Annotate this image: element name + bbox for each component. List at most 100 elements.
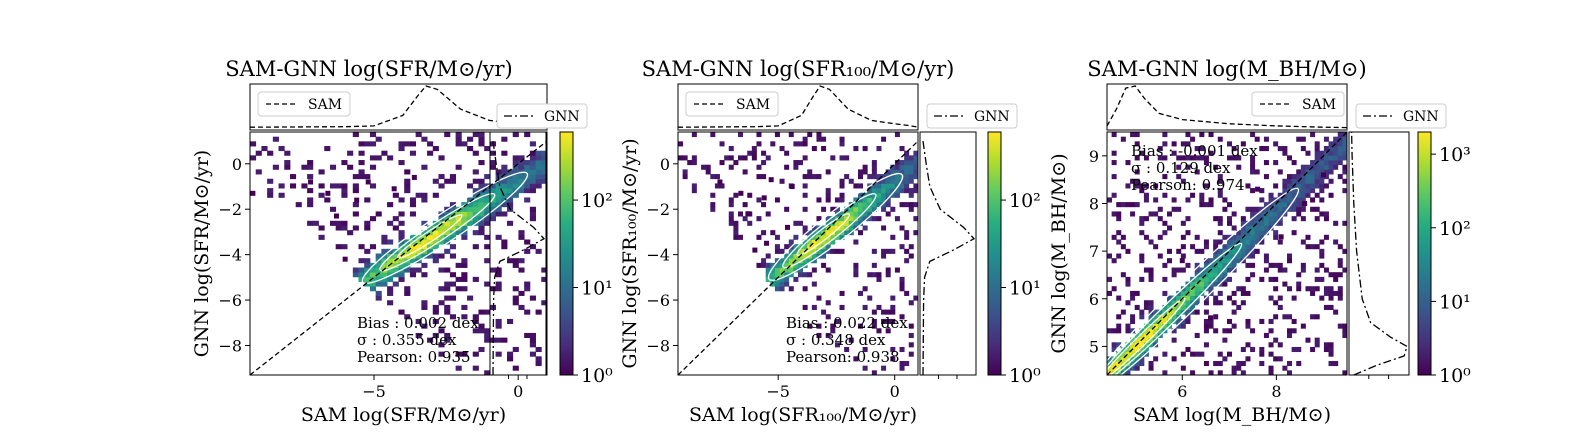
density-bin xyxy=(455,262,462,268)
density-bin xyxy=(329,206,337,212)
density-bin xyxy=(894,216,900,222)
density-bin xyxy=(770,141,776,147)
density-bin xyxy=(507,197,514,203)
density-bin xyxy=(409,150,417,156)
density-bin xyxy=(529,342,536,348)
density-bin xyxy=(1199,202,1205,208)
density-bin xyxy=(1203,300,1209,306)
density-bin xyxy=(1130,314,1136,320)
density-bin xyxy=(1291,174,1297,180)
density-bin xyxy=(1208,286,1214,292)
density-bin xyxy=(341,244,348,250)
density-bin xyxy=(1171,295,1177,301)
density-bin xyxy=(821,262,827,268)
density-bin xyxy=(890,318,896,324)
density-bin xyxy=(816,230,822,236)
density-bin xyxy=(392,192,399,198)
density-bin xyxy=(1300,178,1306,184)
density-bin xyxy=(885,197,891,203)
outlier-bin xyxy=(411,174,417,180)
density-contour xyxy=(361,171,529,285)
density-bin xyxy=(908,178,914,184)
density-bin xyxy=(1227,155,1233,161)
density-bin xyxy=(1240,216,1246,222)
density-bin xyxy=(1245,342,1251,348)
density-bin xyxy=(913,295,918,301)
density-bin xyxy=(1185,164,1191,170)
density-bin xyxy=(839,192,845,198)
density-bin xyxy=(432,239,439,245)
density-bin xyxy=(1328,346,1334,353)
density-bin xyxy=(1176,155,1182,161)
density-bin xyxy=(830,234,836,240)
density-bin xyxy=(1203,281,1209,287)
density-bin xyxy=(1328,146,1334,152)
density-bin xyxy=(1323,155,1329,161)
density-bin xyxy=(489,267,496,273)
density-bin xyxy=(821,309,827,315)
density-bin xyxy=(830,155,836,161)
density-bin xyxy=(830,239,836,245)
density-bin xyxy=(908,244,914,250)
density-bin xyxy=(728,146,734,152)
density-bin xyxy=(415,318,422,324)
density-bin xyxy=(409,211,417,217)
density-bin xyxy=(529,150,536,156)
density-bin xyxy=(871,192,877,198)
density-bin xyxy=(830,206,836,212)
density-bin xyxy=(1208,132,1214,138)
density-bin xyxy=(1319,262,1325,268)
density-bin xyxy=(507,169,514,175)
density-bin xyxy=(444,211,451,217)
outlier-bin xyxy=(342,256,348,262)
density-bin xyxy=(1222,267,1228,273)
density-bin xyxy=(1222,253,1228,259)
density-bin xyxy=(1240,253,1246,259)
density-bin xyxy=(1208,323,1214,329)
density-bin xyxy=(1143,267,1149,273)
density-bin xyxy=(899,276,905,282)
density-bin xyxy=(839,183,845,189)
density-bin xyxy=(678,141,684,147)
density-bin xyxy=(449,281,457,287)
density-bin xyxy=(524,188,531,194)
density-bin xyxy=(871,169,877,175)
density-bin xyxy=(541,300,547,306)
density-bin xyxy=(495,351,502,357)
density-bin xyxy=(421,300,428,306)
density-bin xyxy=(1333,290,1339,296)
density-bin xyxy=(1203,276,1209,282)
density-bin xyxy=(307,188,314,194)
density-bin xyxy=(1328,192,1334,198)
density-bin xyxy=(507,183,514,189)
outlier-bin xyxy=(768,177,774,183)
density-bin xyxy=(1310,346,1316,353)
density-bin xyxy=(352,188,359,194)
density-bin xyxy=(1282,211,1288,217)
density-bin xyxy=(1134,356,1140,362)
y-tick-label: 7 xyxy=(1089,242,1099,261)
density-bin xyxy=(1287,258,1293,264)
density-bin xyxy=(421,272,428,278)
density-bin xyxy=(1162,276,1168,282)
density-bin xyxy=(839,197,845,203)
density-bin xyxy=(1314,164,1320,170)
density-bin xyxy=(1143,197,1149,203)
density-bin xyxy=(1180,253,1186,259)
density-bin xyxy=(455,211,462,217)
density-bin xyxy=(278,192,285,198)
density-bin xyxy=(862,164,868,170)
outlier-bin xyxy=(334,213,340,219)
density-bin xyxy=(444,178,451,184)
density-bin xyxy=(478,309,485,315)
density-bin xyxy=(1291,160,1297,166)
density-bin xyxy=(518,230,525,236)
density-bin xyxy=(1180,267,1186,273)
density-bin xyxy=(798,267,804,273)
density-bin xyxy=(1337,290,1343,296)
density-bin xyxy=(1199,248,1205,254)
density-bin xyxy=(301,164,308,170)
legend-gnn-label: GNN xyxy=(974,109,1010,125)
density-bin xyxy=(495,234,502,240)
density-bin xyxy=(404,314,411,320)
